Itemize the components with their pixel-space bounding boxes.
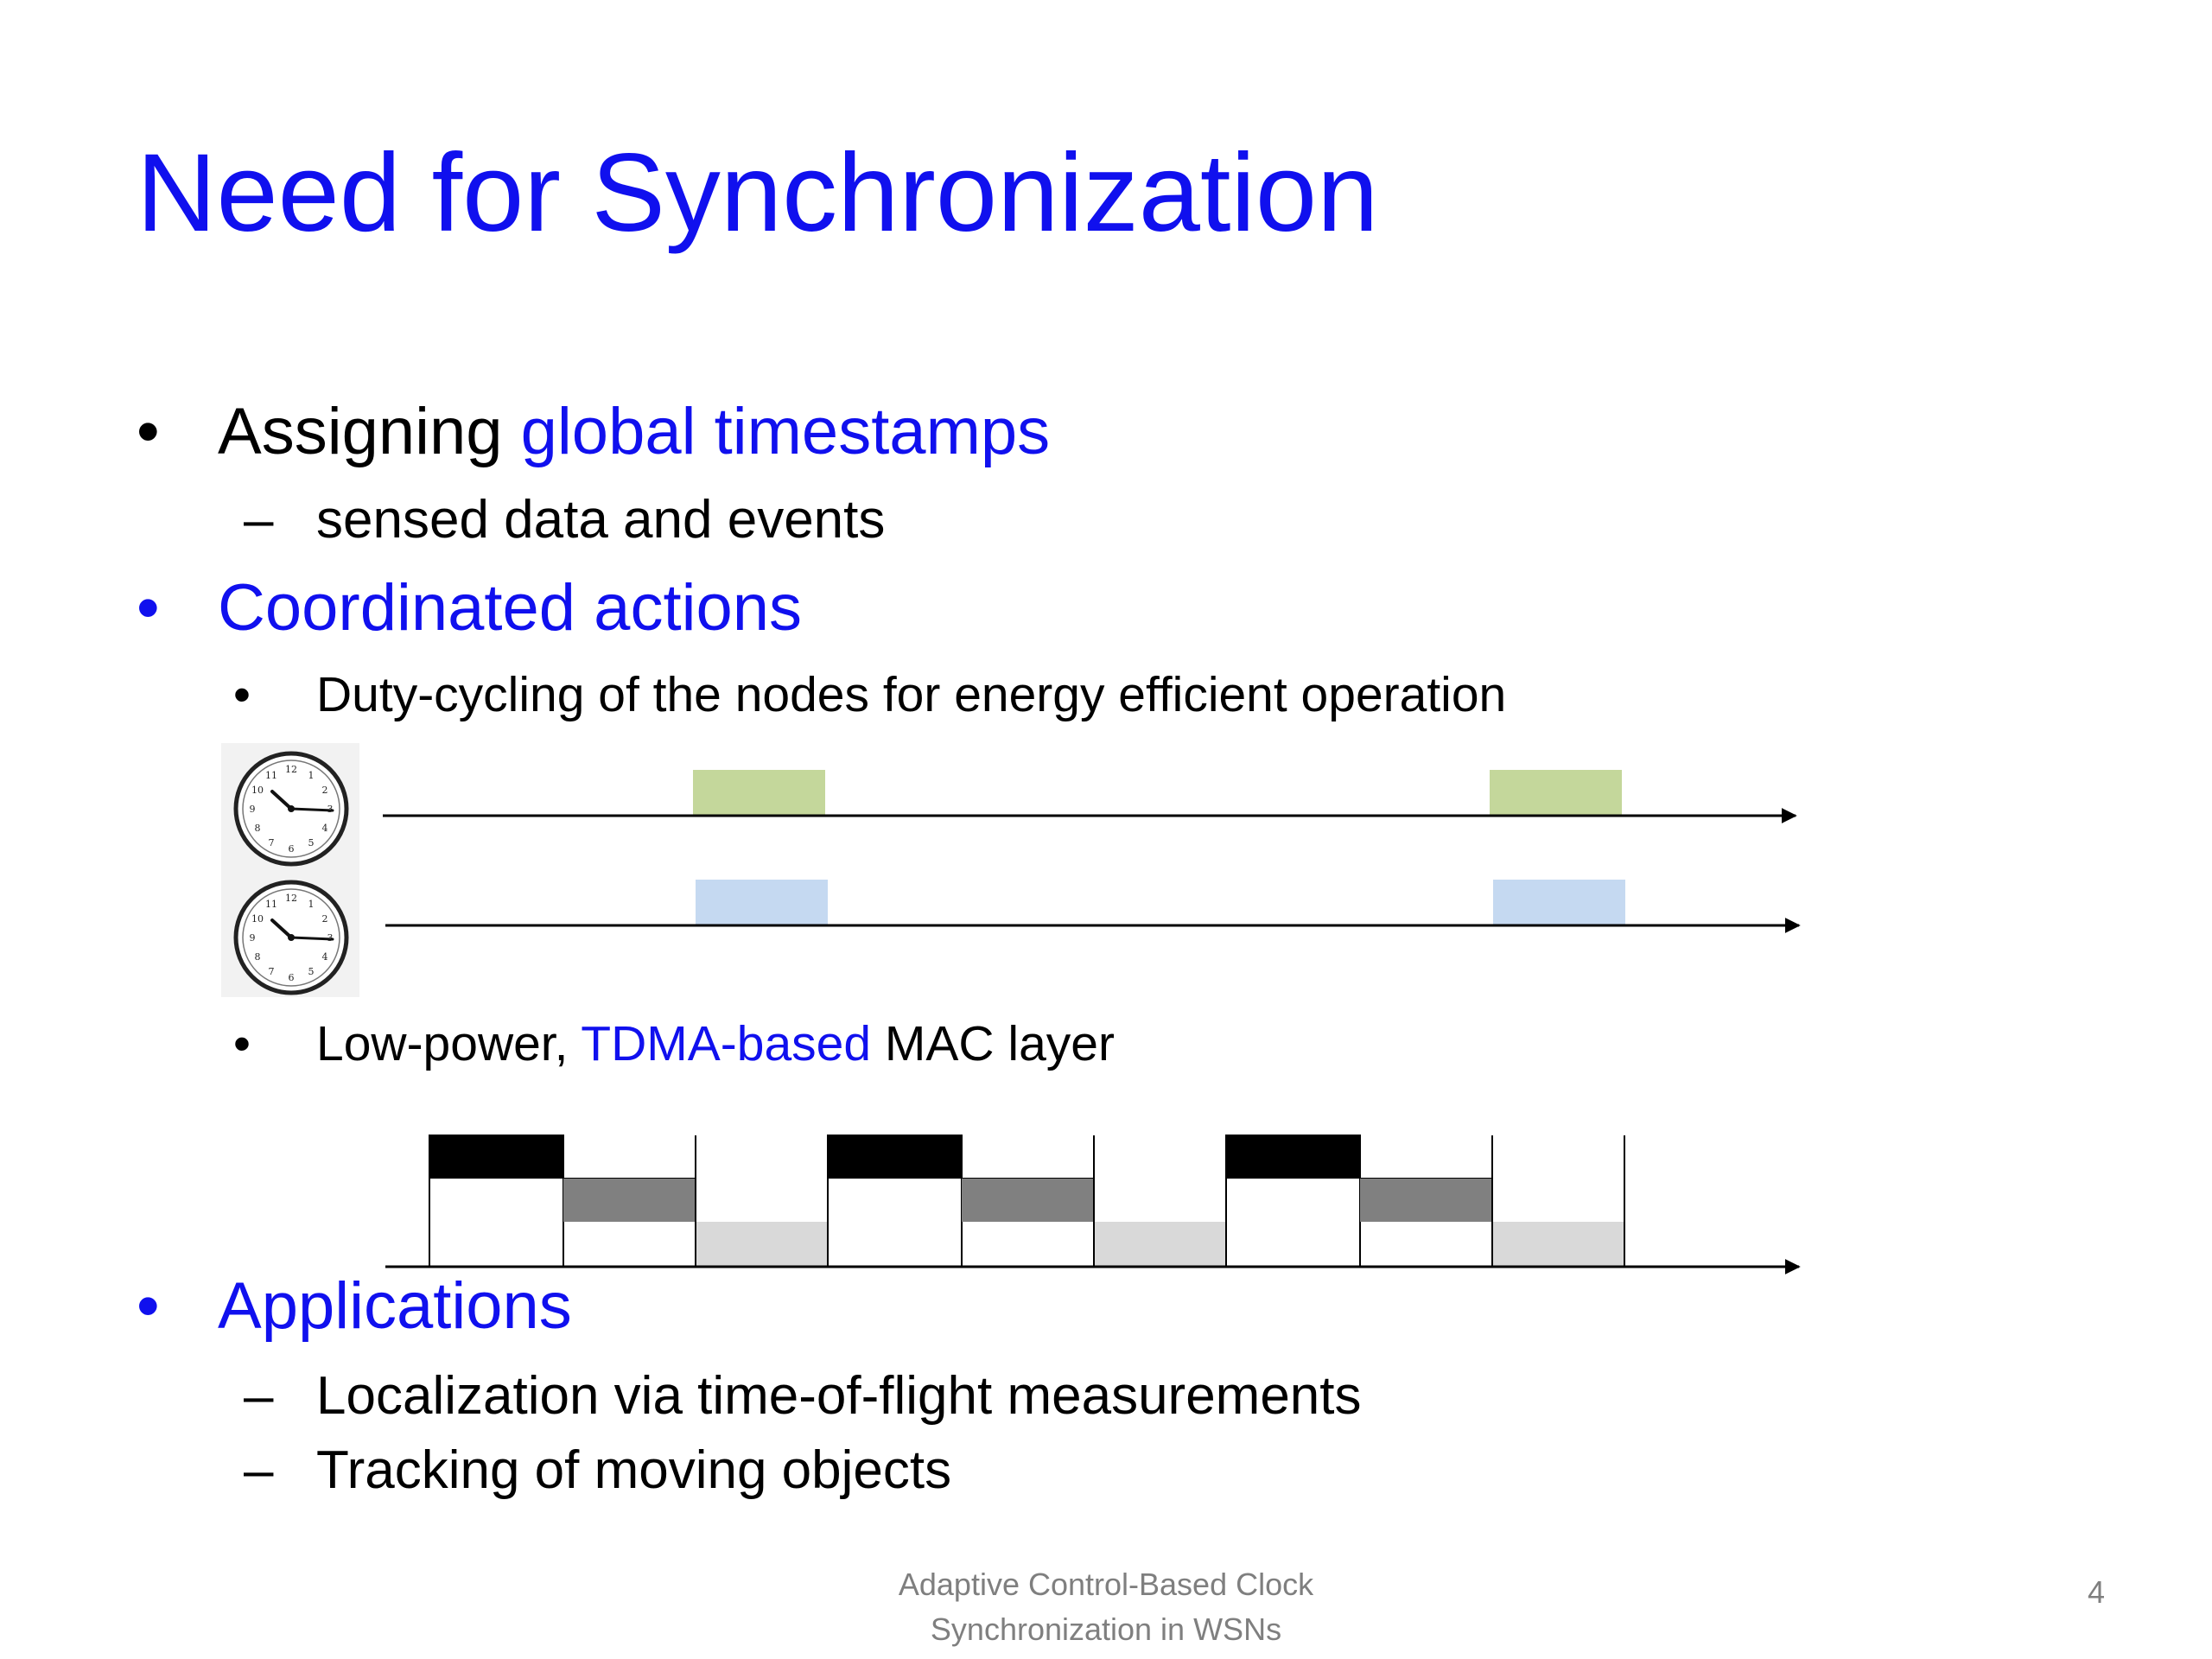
sub-bullet-tdma: Low-power, TDMA-based MAC layer (316, 1016, 1115, 1073)
bullet-text: MAC layer (871, 1016, 1115, 1071)
tdma-frame-diagram (385, 1135, 1801, 1274)
sub-bullet-localization: Localization via time-of-flight measurem… (316, 1366, 1362, 1426)
sub-bullet-marker: – (244, 1366, 274, 1426)
bullet-text: Assigning (218, 395, 521, 468)
sub-bullet-duty-cycling: Duty-cycling of the nodes for energy eff… (316, 667, 1507, 722)
sub-bullet-marker: • (233, 667, 251, 722)
bullet-text: Low-power, (316, 1016, 582, 1071)
bullet-marker: • (137, 395, 160, 468)
duty-cycle-active-period (1490, 770, 1622, 815)
tdma-slot-active (696, 1222, 828, 1267)
bullet-marker: • (137, 1269, 160, 1343)
tdma-slot-active (828, 1135, 962, 1179)
bullet-global-timestamps: Assigning global timestamps (218, 394, 1050, 469)
duty-cycle-active-period (696, 880, 828, 925)
duty-cycle-active-period (693, 770, 825, 815)
sub-bullet-marker: • (233, 1016, 251, 1071)
tdma-slot-active (1360, 1179, 1492, 1222)
slide-title: Need for Synchronization (137, 131, 1379, 255)
highlight-text: global timestamps (520, 395, 1051, 468)
tdma-slot-active (429, 1135, 563, 1179)
sub-bullet-marker: – (244, 1440, 274, 1500)
highlight-text: TDMA-based (581, 1016, 872, 1071)
clock-icon (236, 753, 346, 864)
footer-line: Adaptive Control-Based Clock (898, 1567, 1314, 1602)
sub-bullet-sensed-data: sensed data and events (316, 490, 886, 550)
tdma-slot-active (563, 1179, 696, 1222)
tdma-slot-active (1492, 1222, 1624, 1267)
sub-bullet-tracking: Tracking of moving objects (316, 1440, 952, 1500)
sub-bullet-marker: – (244, 490, 274, 550)
footer-line: Synchronization in WSNs (930, 1611, 1282, 1648)
slide-footer: Adaptive Control-Based Clock Synchroniza… (0, 1562, 2212, 1652)
clock-icon (236, 882, 346, 993)
tdma-slot-active (1094, 1222, 1226, 1267)
page-number: 4 (2087, 1574, 2105, 1610)
tdma-slot-active (1226, 1135, 1360, 1179)
duty-cycle-active-period (1493, 880, 1625, 925)
tdma-slot-active (962, 1179, 1094, 1222)
bullet-marker: • (137, 571, 160, 645)
bullet-applications: Applications (218, 1269, 572, 1343)
bullet-coordinated-actions: Coordinated actions (218, 571, 802, 645)
